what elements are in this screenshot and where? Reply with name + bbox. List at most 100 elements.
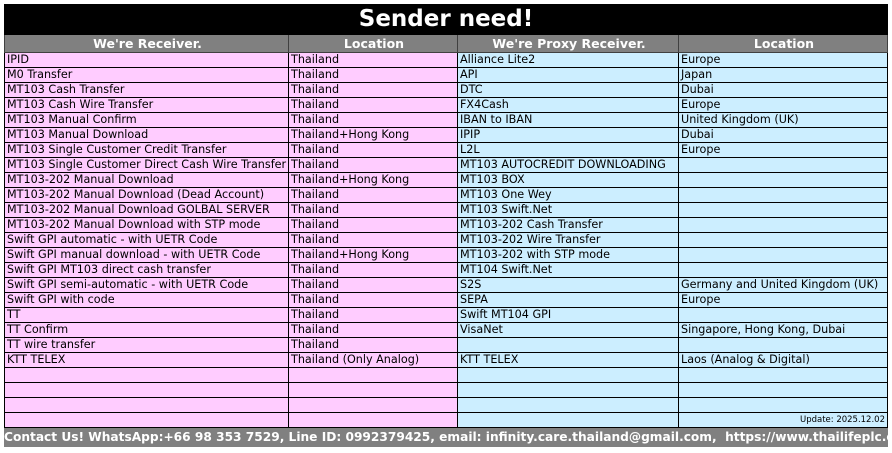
table-row: Swift GPI manual download - with UETR Co… xyxy=(4,248,888,263)
cell: MT103 Swift.Net xyxy=(458,203,679,218)
table-row: MT103-202 Manual Download Thailand+Hong K… xyxy=(4,173,888,188)
cell: Thailand+Hong Kong xyxy=(289,128,458,143)
cell: TT wire transfer xyxy=(4,338,289,353)
cell: Swift GPI manual download - with UETR Co… xyxy=(4,248,289,263)
cell xyxy=(679,218,888,233)
table-row: TT Thailand Swift MT104 GPI xyxy=(4,308,888,323)
cell xyxy=(289,398,458,413)
table-row: Swift GPI MT103 direct cash transfer Thai… xyxy=(4,263,888,278)
cell: L2L xyxy=(458,143,679,158)
table-row: MT103-202 Manual Download GOLBAL SERVER T… xyxy=(4,203,888,218)
cell: Germany and United Kingdom (UK) xyxy=(679,278,888,293)
table-row: MT103 Manual Download Thailand+Hong Kong I… xyxy=(4,128,888,143)
cell xyxy=(4,368,289,383)
cell: Thailand xyxy=(289,188,458,203)
cell xyxy=(458,368,679,383)
cell xyxy=(679,173,888,188)
cell: MT103-202 Manual Download xyxy=(4,173,289,188)
cell xyxy=(4,413,289,428)
empty-row: Update: 2025.12.02 xyxy=(4,413,888,428)
cell: MT103-202 Manual Download (Dead Account) xyxy=(4,188,289,203)
cell: Europe xyxy=(679,143,888,158)
cell: DTC xyxy=(458,83,679,98)
cell: FX4Cash xyxy=(458,98,679,113)
table-row: MT103 Cash Transfer Thailand DTC Dubai xyxy=(4,83,888,98)
table-row: MT103-202 Manual Download (Dead Account)… xyxy=(4,188,888,203)
table-row: MT103 Cash Wire Transfer Thailand FX4Cash E… xyxy=(4,98,888,113)
cell: Thailand xyxy=(289,263,458,278)
title: Sender need! xyxy=(4,4,888,35)
cell: IPID xyxy=(4,53,289,68)
column-header: Location xyxy=(679,35,888,53)
cell xyxy=(458,413,679,428)
cell: Thailand (Only Analog) xyxy=(289,353,458,368)
cell xyxy=(289,383,458,398)
cell xyxy=(679,188,888,203)
cell xyxy=(4,383,289,398)
footer: Contact Us! WhatsApp:+66 98 353 7529, Li… xyxy=(4,428,892,447)
cell: MT103 Manual Download xyxy=(4,128,289,143)
cell xyxy=(4,398,289,413)
cell: Thailand xyxy=(289,143,458,158)
cell xyxy=(679,263,888,278)
cell: MT103 Cash Transfer xyxy=(4,83,289,98)
cell: VisaNet xyxy=(458,323,679,338)
cell xyxy=(679,158,888,173)
cell: MT103 AUTOCREDIT DOWNLOADING xyxy=(458,158,679,173)
cell: Thailand xyxy=(289,338,458,353)
cell: Swift GPI automatic - with UETR Code xyxy=(4,233,289,248)
cell: Laos (Analog & Digital) xyxy=(679,353,888,368)
cell: S2S xyxy=(458,278,679,293)
cell: Singapore, Hong Kong, Dubai xyxy=(679,323,888,338)
table-row: Swift GPI with code Thailand SEPA Europe xyxy=(4,293,888,308)
cell: Thailand xyxy=(289,68,458,83)
cell xyxy=(679,308,888,323)
table-row: M0 Transfer Thailand API Japan xyxy=(4,68,888,83)
table-row: MT103 Single Customer Credit Transfer Tha… xyxy=(4,143,888,158)
empty-row xyxy=(4,398,888,413)
table-row: KTT TELEX Thailand (Only Analog) KTT TELEX… xyxy=(4,353,888,368)
column-header: We're Proxy Receiver. xyxy=(458,35,679,53)
cell: KTT TELEX xyxy=(458,353,679,368)
table-row: MT103 Single Customer Direct Cash Wire T… xyxy=(4,158,888,173)
cell: Dubai xyxy=(679,83,888,98)
cell: Europe xyxy=(679,98,888,113)
sheet: Sender need! We're Receiver. Location We'r… xyxy=(4,4,892,447)
cell: IBAN to IBAN xyxy=(458,113,679,128)
cell: Thailand xyxy=(289,203,458,218)
cell: MT104 Swift.Net xyxy=(458,263,679,278)
cell: MT103-202 with STP mode xyxy=(458,248,679,263)
table-body: IPID Thailand Alliance Lite2 Europe M0 Trans… xyxy=(4,53,888,428)
cell: Thailand xyxy=(289,278,458,293)
cell xyxy=(679,338,888,353)
cell: TT xyxy=(4,308,289,323)
cell: Thailand+Hong Kong xyxy=(289,173,458,188)
cell: Thailand xyxy=(289,53,458,68)
cell: MT103 Manual Confirm xyxy=(4,113,289,128)
cell: MT103-202 Cash Transfer xyxy=(458,218,679,233)
table-row: Swift GPI semi-automatic - with UETR Cod… xyxy=(4,278,888,293)
cell: MT103-202 Manual Download GOLBAL SERVER xyxy=(4,203,289,218)
cell: Thailand xyxy=(289,218,458,233)
cell: Swift GPI semi-automatic - with UETR Cod… xyxy=(4,278,289,293)
cell: IPIP xyxy=(458,128,679,143)
cell: Thailand xyxy=(289,98,458,113)
cell xyxy=(679,203,888,218)
cell: Thailand xyxy=(289,323,458,338)
column-header: We're Receiver. xyxy=(4,35,289,53)
cell: Swift MT104 GPI xyxy=(458,308,679,323)
cell: KTT TELEX xyxy=(4,353,289,368)
cell: Europe xyxy=(679,293,888,308)
cell xyxy=(679,368,888,383)
cell: Thailand xyxy=(289,233,458,248)
cell: MT103 Single Customer Credit Transfer xyxy=(4,143,289,158)
cell: Japan xyxy=(679,68,888,83)
table-row: IPID Thailand Alliance Lite2 Europe xyxy=(4,53,888,68)
cell: Thailand xyxy=(289,83,458,98)
cell: SEPA xyxy=(458,293,679,308)
table-row: MT103 Manual Confirm Thailand IBAN to IBAN… xyxy=(4,113,888,128)
cell: TT Confirm xyxy=(4,323,289,338)
cell: Update: 2025.12.02 xyxy=(679,413,888,428)
column-header: Location xyxy=(289,35,458,53)
table-row: TT wire transfer Thailand xyxy=(4,338,888,353)
